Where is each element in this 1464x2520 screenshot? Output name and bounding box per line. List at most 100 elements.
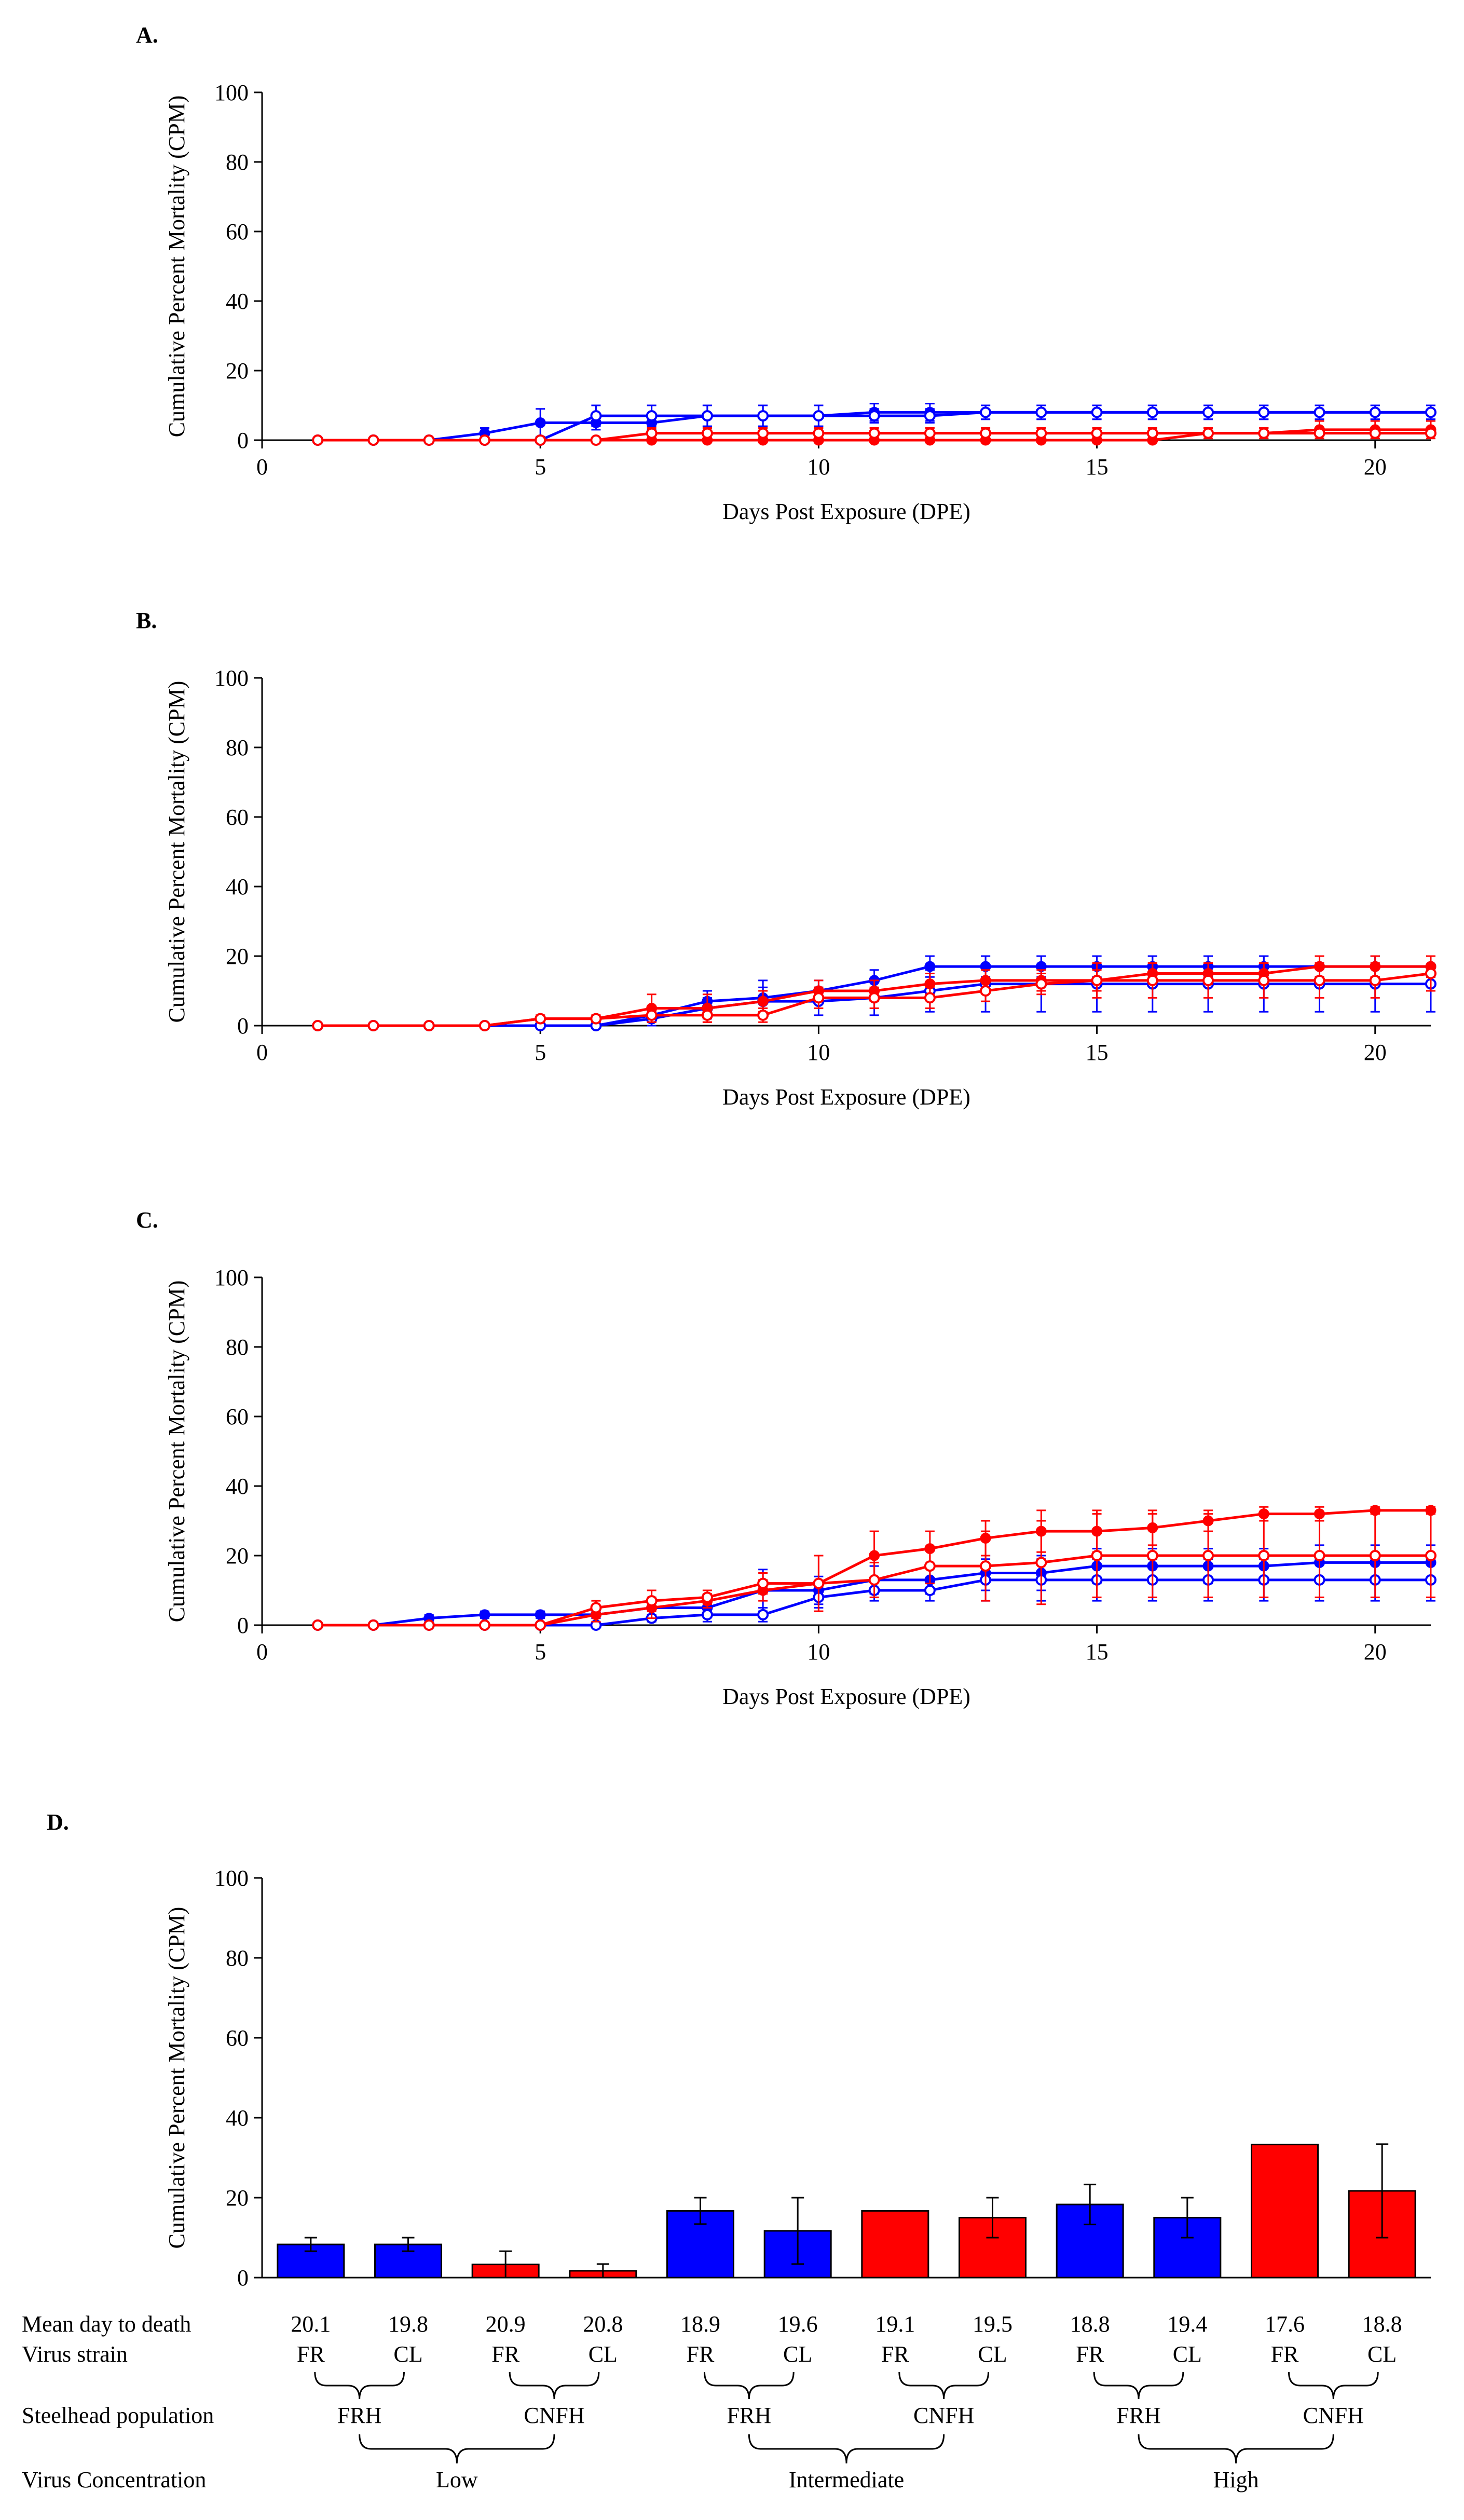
strain-label: CL — [1173, 2341, 1202, 2367]
data-point — [478, 434, 490, 446]
x-tick-label: 15 — [1086, 454, 1109, 480]
x-tick-label: 0 — [256, 454, 268, 480]
data-point — [423, 1619, 435, 1631]
data-point — [813, 427, 825, 439]
concentration-label: High — [1213, 2467, 1259, 2492]
data-point — [1369, 427, 1381, 439]
population-label: FRH — [337, 2403, 382, 2428]
data-point — [980, 427, 992, 439]
x-tick-label: 10 — [807, 1040, 830, 1065]
data-point — [646, 1595, 658, 1607]
data-point — [924, 410, 936, 422]
data-point — [1202, 406, 1214, 418]
data-point — [701, 1591, 713, 1603]
y-axis-title: Cumulative Percent Mortality (CPM) — [164, 1281, 189, 1623]
y-tick-label: 80 — [226, 1945, 249, 1971]
concentration-brace — [359, 2434, 555, 2464]
x-tick-label: 5 — [535, 1639, 546, 1665]
y-tick-label: 40 — [226, 289, 249, 314]
panel-b: B. 0 20 40 60 80 100 0 5 10 15 20 Days Post Exposur… — [136, 608, 1436, 1110]
data-point — [1035, 406, 1047, 418]
data-point — [924, 992, 936, 1004]
strain-label: FR — [1076, 2341, 1104, 2367]
data-point — [757, 410, 769, 422]
strain-label: FR — [687, 2341, 715, 2367]
x-tick-label: 0 — [256, 1639, 268, 1665]
panel-b-label: B. — [136, 608, 157, 633]
data-point — [535, 417, 546, 428]
data-point — [1146, 974, 1158, 986]
data-point — [479, 1609, 490, 1620]
row-label-mdd: Mean day to death — [22, 2311, 191, 2337]
data-point — [1258, 1550, 1270, 1561]
y-tick-label: 100 — [214, 80, 249, 105]
population-brace — [1093, 2372, 1184, 2400]
data-point — [1314, 1550, 1325, 1561]
data-point — [590, 434, 602, 446]
data-point — [869, 1550, 880, 1561]
data-point — [868, 992, 880, 1004]
y-tick-label: 0 — [237, 1613, 249, 1638]
panel-c-label: C. — [136, 1207, 158, 1233]
mdd-value: 19.1 — [875, 2311, 915, 2337]
data-point — [646, 410, 658, 422]
data-point — [312, 1020, 324, 1031]
strain-label: FR — [491, 2341, 519, 2367]
strain-label: FR — [297, 2341, 325, 2367]
population-label: CNFH — [524, 2403, 584, 2428]
data-point — [980, 985, 992, 997]
series-cnfh-cl — [312, 427, 1436, 446]
x-tick-label: 20 — [1364, 454, 1387, 480]
y-axis-title: Cumulative Percent Mortality (CPM) — [164, 681, 189, 1023]
data-point — [1035, 978, 1047, 990]
strain-label: CL — [393, 2341, 422, 2367]
mdd-value: 20.9 — [486, 2311, 526, 2337]
data-point — [757, 427, 769, 439]
y-tick-label: 60 — [226, 2025, 249, 2051]
mdd-value: 19.5 — [973, 2311, 1013, 2337]
data-point — [646, 1009, 658, 1021]
concentration-brace — [748, 2434, 945, 2464]
concentration-brace — [1138, 2434, 1334, 2464]
population-brace — [509, 2372, 600, 2400]
mdd-value: 20.1 — [291, 2311, 331, 2337]
data-point — [868, 1574, 880, 1586]
data-point — [1202, 1550, 1214, 1561]
mdd-value: 19.4 — [1167, 2311, 1207, 2337]
data-point — [1425, 406, 1436, 418]
data-point — [367, 1619, 379, 1631]
data-point — [813, 992, 825, 1004]
data-point — [868, 427, 880, 439]
data-point — [813, 410, 825, 422]
x-tick-label: 15 — [1086, 1040, 1109, 1065]
y-tick-label: 40 — [226, 1474, 249, 1499]
data-point — [701, 1009, 713, 1021]
data-point — [367, 1020, 379, 1031]
panel-d-label: D. — [47, 1809, 69, 1835]
data-point — [1314, 406, 1325, 418]
x-tick-label: 20 — [1364, 1040, 1387, 1065]
y-tick-label: 0 — [237, 428, 249, 453]
y-tick-label: 40 — [226, 2105, 249, 2131]
data-point — [924, 427, 936, 439]
data-point — [478, 1619, 490, 1631]
data-point — [646, 427, 658, 439]
y-tick-label: 60 — [226, 805, 249, 830]
data-point — [590, 1602, 602, 1614]
row-label-population: Steelhead population — [22, 2403, 214, 2428]
y-tick-label: 60 — [226, 219, 249, 244]
strain-label: CL — [1367, 2341, 1397, 2367]
data-point — [924, 1585, 936, 1596]
data-point — [701, 1609, 713, 1620]
data-point — [312, 434, 324, 446]
x-axis-title: Days Post Exposure (DPE) — [722, 1684, 970, 1709]
mdd-value: 19.8 — [388, 2311, 428, 2337]
row-label-strain: Virus strain — [22, 2341, 128, 2367]
data-point — [535, 1013, 546, 1025]
data-point — [1258, 974, 1270, 986]
series-cnfh-cl — [312, 1513, 1436, 1631]
data-point — [1091, 427, 1103, 439]
data-point — [1091, 1550, 1103, 1561]
data-point — [1035, 1557, 1047, 1569]
